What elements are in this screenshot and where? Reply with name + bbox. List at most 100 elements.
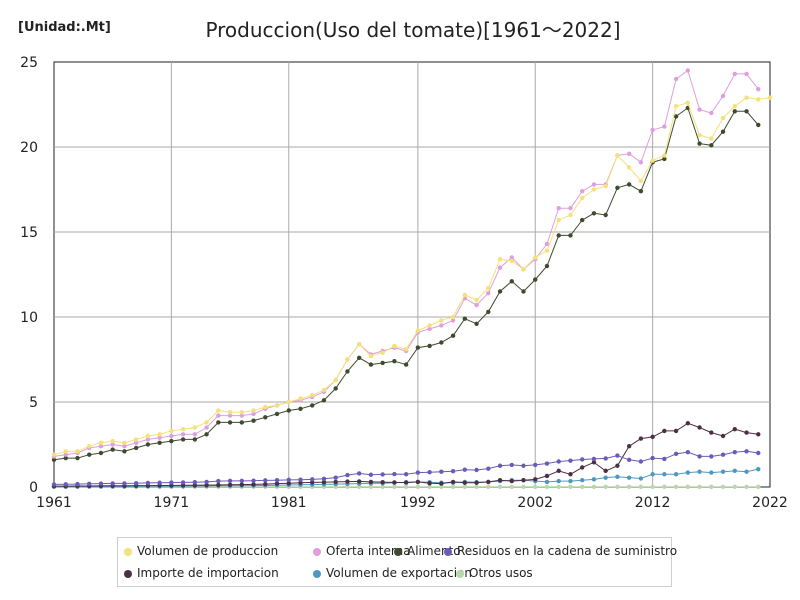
data-point — [709, 454, 714, 459]
data-point — [497, 484, 503, 490]
data-point — [615, 474, 620, 479]
data-point — [204, 432, 209, 437]
data-point — [204, 479, 209, 485]
data-point — [157, 435, 162, 440]
data-point — [87, 452, 92, 457]
data-point — [533, 462, 538, 468]
data-point — [744, 484, 749, 490]
legend-label: Oferta interna — [326, 544, 411, 558]
data-point — [638, 189, 644, 194]
data-point — [415, 484, 421, 490]
data-point — [673, 76, 679, 82]
data-point — [427, 470, 432, 475]
x-tick-label: 1981 — [271, 495, 307, 511]
legend-label: Volumen de produccion — [137, 544, 279, 558]
data-point — [732, 484, 737, 490]
data-point — [591, 182, 597, 187]
data-point — [356, 355, 362, 360]
data-point — [403, 362, 409, 367]
data-point — [662, 472, 667, 477]
data-point — [720, 115, 726, 121]
data-point — [345, 369, 350, 374]
data-point — [626, 444, 632, 449]
x-tick-label: 1971 — [154, 495, 190, 511]
data-point — [239, 410, 245, 415]
data-point — [274, 481, 280, 486]
data-point — [673, 428, 679, 434]
data-point — [180, 427, 186, 432]
data-point — [685, 68, 691, 73]
legend-item: Oferta interna — [313, 543, 411, 559]
data-point — [579, 189, 585, 194]
data-point — [51, 452, 57, 457]
data-point — [380, 360, 385, 366]
data-point — [579, 478, 585, 483]
data-point — [673, 484, 679, 490]
data-point — [427, 326, 432, 332]
data-point — [509, 478, 514, 484]
data-point — [310, 477, 315, 482]
data-point — [286, 408, 291, 413]
data-point — [732, 104, 737, 109]
data-point — [638, 160, 644, 165]
data-point — [462, 480, 468, 485]
data-point — [286, 481, 291, 486]
data-point — [380, 472, 385, 477]
data-point — [63, 482, 68, 487]
data-point — [321, 398, 327, 403]
data-point — [544, 479, 550, 485]
data-point — [568, 472, 573, 477]
data-point — [180, 437, 186, 442]
data-point — [615, 185, 620, 190]
data-point — [568, 478, 573, 484]
data-point — [380, 480, 385, 485]
data-point — [110, 438, 115, 444]
data-point — [87, 481, 92, 486]
data-point — [368, 362, 374, 367]
data-point — [697, 425, 702, 430]
data-point — [474, 480, 479, 485]
x-tick-label: 1992 — [400, 495, 436, 511]
data-point — [439, 484, 444, 490]
legend-item: Volumen de produccion — [124, 543, 278, 559]
data-point — [380, 484, 385, 490]
data-point — [439, 469, 444, 474]
data-point — [673, 114, 679, 119]
data-point — [251, 418, 256, 423]
data-point — [403, 480, 409, 485]
y-tick-label: 10 — [20, 310, 38, 326]
data-point — [180, 432, 186, 437]
legend-label: Volumen de exportacion — [326, 566, 472, 580]
data-point — [697, 107, 702, 112]
data-point — [756, 484, 761, 490]
data-point — [333, 475, 338, 480]
data-point — [368, 353, 374, 359]
data-point — [169, 428, 174, 434]
chart-title: Produccion(Uso del tomate)[1961〜2022] — [205, 18, 621, 42]
data-point — [556, 217, 561, 223]
data-point — [732, 468, 737, 474]
data-point — [509, 258, 514, 264]
data-point — [603, 456, 608, 461]
data-point — [51, 482, 57, 487]
data-point — [615, 453, 620, 458]
unit-label: [Unidad:.Mt] — [18, 20, 111, 35]
data-point — [533, 255, 538, 260]
data-point — [251, 411, 256, 417]
data-point — [474, 484, 479, 490]
data-point — [509, 462, 514, 468]
data-point — [157, 480, 162, 485]
data-point — [403, 347, 409, 352]
data-point — [544, 473, 550, 479]
data-point — [321, 480, 327, 485]
data-point — [486, 285, 491, 291]
data-point — [591, 187, 597, 192]
x-tick-label: 2012 — [635, 495, 671, 511]
data-point — [286, 477, 291, 483]
data-point — [556, 206, 561, 211]
data-point — [533, 477, 538, 482]
data-point — [673, 104, 679, 109]
y-tick-label: 15 — [20, 225, 38, 241]
data-point — [720, 129, 726, 134]
data-point — [216, 478, 221, 484]
